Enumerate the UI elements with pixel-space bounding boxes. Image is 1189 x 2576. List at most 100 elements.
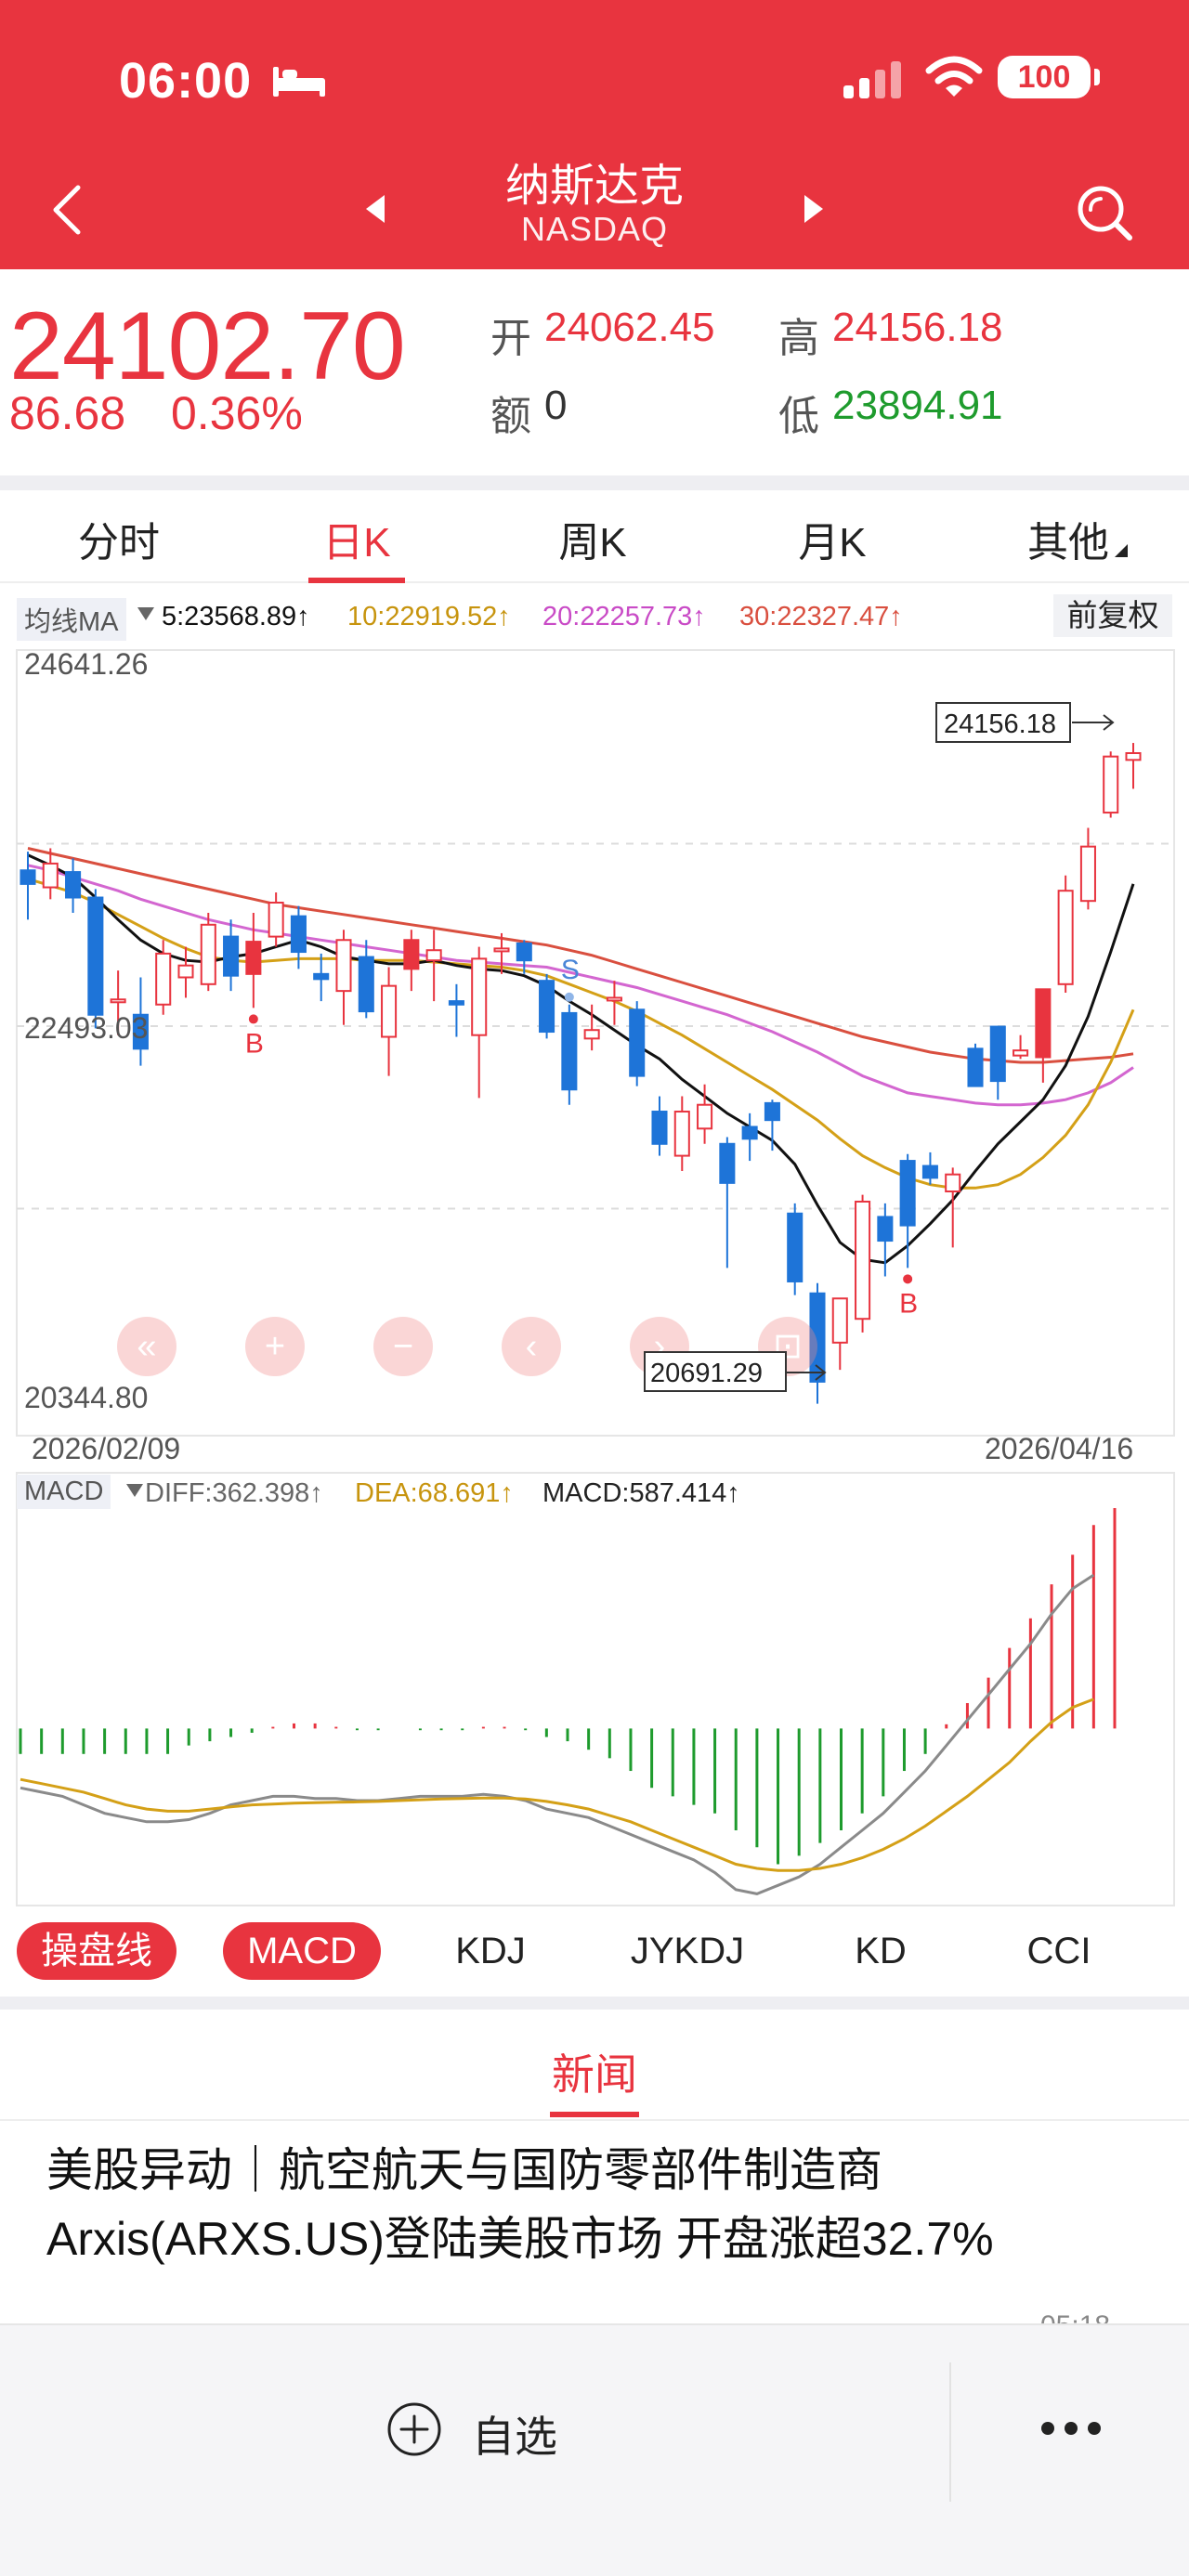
step-left-button: ‹ <box>502 1317 561 1376</box>
ma10-value: 10:22919.52↑ <box>347 602 511 631</box>
dea-line <box>20 1698 1094 1872</box>
candle-body <box>741 1125 758 1140</box>
add-favorite-icon[interactable] <box>386 2401 442 2457</box>
candle-body <box>764 1101 780 1122</box>
macd-legend: MACD DIFF:362.398↑ DEA:68.691↑ MACD:587.… <box>0 1471 1189 1512</box>
candle-body <box>831 1297 848 1344</box>
tab-monthly-k[interactable]: 月K <box>798 520 867 566</box>
candle <box>65 858 82 913</box>
previous-index-icon[interactable] <box>362 193 388 225</box>
diff-value: DIFF:362.398↑ <box>145 1478 323 1508</box>
candle-body <box>606 996 622 1002</box>
indicator-jykdj[interactable]: JYKDJ <box>630 1931 745 1971</box>
news-headline[interactable]: 美股异动｜航空航天与国防零部件制造商Arxis(ARXS.US)登陆美股市场 开… <box>46 2144 994 2265</box>
ma-legend: 均线MA 5:23568.89↑ 10:22919.52↑ 20:22257.7… <box>0 594 1189 641</box>
candle-body <box>425 949 442 962</box>
max-price-callout: 24156.18 <box>935 702 1115 743</box>
candle <box>989 1025 1006 1100</box>
candle <box>787 1203 804 1295</box>
news-tab-indicator <box>550 2112 639 2117</box>
status-time: 06:00 <box>119 53 253 109</box>
candle <box>403 930 420 992</box>
chart-frame <box>16 649 1175 1437</box>
candle <box>1035 988 1052 1083</box>
candle <box>697 1084 713 1144</box>
candle-body <box>1079 845 1096 903</box>
macd-dropdown-icon[interactable] <box>126 1484 143 1497</box>
candle-body <box>561 1011 578 1091</box>
indicator-kdj[interactable]: KDJ <box>455 1931 526 1971</box>
macd-chart[interactable] <box>0 1471 1189 1907</box>
candle-body <box>899 1160 916 1227</box>
ma-selector[interactable]: 均线MA <box>17 598 126 641</box>
header: 06:00 100 纳斯达克 NASDAQ <box>0 0 1189 269</box>
candle-body <box>651 1111 668 1145</box>
price-adjust-button[interactable]: 前复权 <box>1053 594 1172 637</box>
tab-daily-k[interactable]: 日K <box>322 520 391 566</box>
candle <box>583 1004 600 1051</box>
max-price-label: 24156.18 <box>944 709 1056 739</box>
candle <box>945 1167 961 1248</box>
back-icon[interactable] <box>48 184 85 236</box>
candle-body <box>629 1008 646 1077</box>
trade-markers: B S B <box>245 955 918 1320</box>
last-price: 24102.70 <box>9 293 406 400</box>
next-index-icon[interactable] <box>801 193 827 225</box>
candle-body <box>20 869 36 885</box>
bar-divider <box>949 2362 951 2502</box>
news-time: 05:18 <box>1040 2310 1110 2323</box>
more-options-icon[interactable] <box>1039 2414 1104 2442</box>
candle <box>831 1297 848 1371</box>
page-subtitle: NASDAQ <box>520 210 669 248</box>
marker-label: B <box>245 1028 264 1059</box>
candle <box>313 953 330 1002</box>
indicator-trade-line[interactable]: 操盘线 <box>17 1922 176 1980</box>
candlestick-chart[interactable]: BSB «+−‹›⊡ 24641.26 22493.03 20344.80 20… <box>0 641 1189 1439</box>
period-tabs: 分时 日K 周K 月K 其他 <box>0 490 1189 583</box>
candle-body <box>110 998 126 1004</box>
ma-dropdown-icon[interactable] <box>137 607 154 620</box>
candle-body <box>403 939 420 970</box>
candle-body <box>493 947 510 953</box>
status-bar: 06:00 100 <box>0 0 1189 149</box>
candle <box>268 892 284 947</box>
tab-other[interactable]: 其他 <box>1027 520 1109 566</box>
marker-dot <box>564 992 574 1002</box>
price-change-percent: 0.36% <box>171 387 303 439</box>
indicator-kd[interactable]: KD <box>855 1931 907 1971</box>
indicator-macd[interactable]: MACD <box>223 1922 381 1980</box>
add-favorite-button[interactable]: 自选 <box>472 2413 557 2461</box>
scroll-left-glyph: « <box>137 1327 156 1366</box>
candles <box>20 743 1142 1404</box>
high-value: 24156.18 <box>832 305 1003 350</box>
candle <box>155 940 172 1015</box>
marker-label: B <box>899 1288 918 1319</box>
search-icon[interactable] <box>1074 182 1135 243</box>
sleep-mode-icon <box>273 67 325 97</box>
news-tab-bar: 新闻 <box>0 2010 1189 2121</box>
candle <box>539 973 555 1039</box>
candle-body <box>719 1142 736 1184</box>
macd-value: MACD:587.414↑ <box>542 1478 740 1508</box>
candle <box>200 912 216 992</box>
tab-intraday[interactable]: 分时 <box>78 520 160 566</box>
tab-weekly-k[interactable]: 周K <box>558 520 627 566</box>
candle <box>651 1096 668 1156</box>
candle-body <box>516 942 532 962</box>
y-axis-bottom-label: 20344.80 <box>24 1381 148 1414</box>
candle-body <box>967 1047 984 1087</box>
ma30-value: 30:22327.47↑ <box>739 602 903 631</box>
zoom-out-glyph: − <box>393 1327 413 1366</box>
candle <box>493 932 510 974</box>
scroll-left-icon <box>117 1317 176 1376</box>
indicator-cci[interactable]: CCI <box>1026 1931 1091 1971</box>
candle <box>425 930 442 1002</box>
ma5-value: 5:23568.89↑ <box>162 602 310 631</box>
tab-news[interactable]: 新闻 <box>552 2050 637 2099</box>
macd-selector[interactable]: MACD <box>17 1475 111 1509</box>
ma20-line <box>27 864 1134 1107</box>
step-left-glyph: ‹ <box>526 1327 538 1366</box>
bottom-bar: 自选 <box>0 2323 1189 2576</box>
candle-body <box>268 902 284 938</box>
candle-body <box>177 964 194 979</box>
